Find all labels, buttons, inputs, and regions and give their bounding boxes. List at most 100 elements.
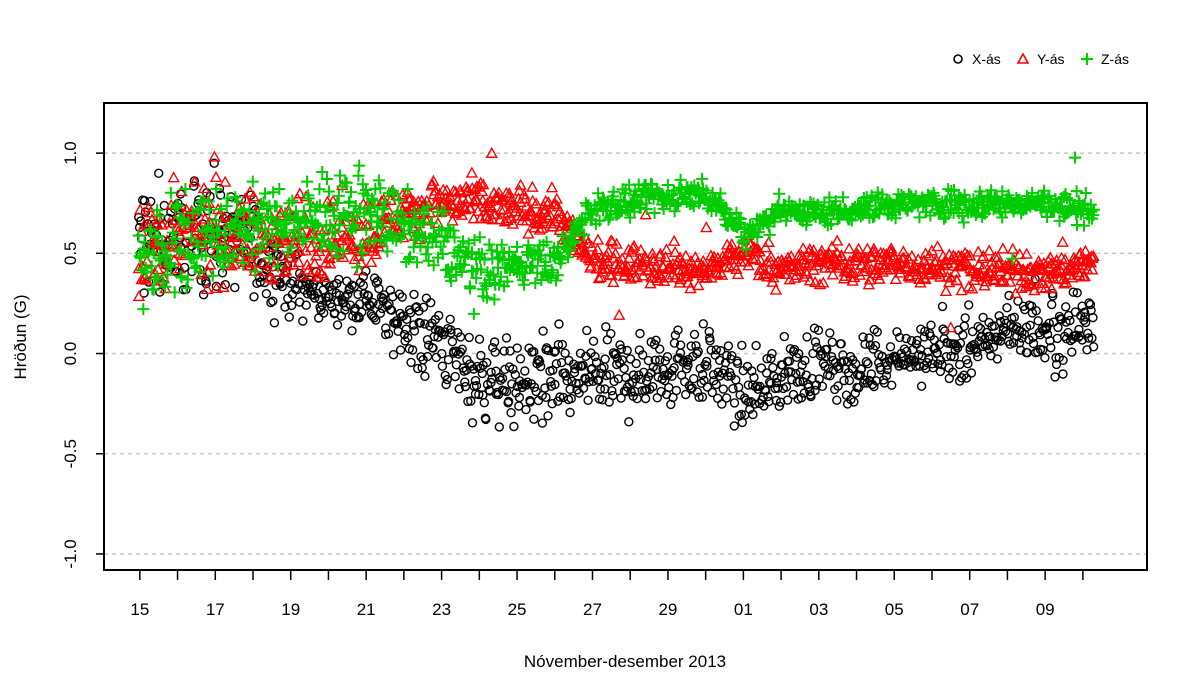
point-x-as bbox=[648, 382, 658, 392]
point-x-as bbox=[540, 383, 550, 393]
point-y-as bbox=[669, 271, 682, 283]
point-x-as bbox=[384, 299, 394, 309]
point-z-as bbox=[236, 242, 249, 255]
point-y-as bbox=[939, 284, 953, 297]
point-x-as bbox=[638, 350, 648, 360]
point-x-as bbox=[550, 379, 560, 390]
point-y-as bbox=[257, 257, 270, 269]
point-x-as bbox=[571, 378, 581, 389]
point-x-as bbox=[403, 333, 413, 343]
point-y-as bbox=[133, 203, 147, 215]
point-z-as bbox=[151, 204, 164, 217]
point-x-as bbox=[576, 361, 587, 371]
point-x-as bbox=[555, 392, 565, 402]
point-x-as bbox=[901, 333, 911, 344]
point-x-as bbox=[615, 340, 625, 350]
point-x-as bbox=[721, 393, 732, 403]
point-x-as bbox=[772, 373, 782, 383]
point-x-as bbox=[735, 390, 745, 400]
point-z-as bbox=[332, 189, 345, 202]
point-y-as bbox=[853, 268, 867, 280]
point-z-as bbox=[447, 224, 460, 237]
point-x-as bbox=[565, 407, 575, 418]
point-y-as bbox=[274, 206, 288, 218]
point-x-as bbox=[766, 353, 776, 364]
point-z-as bbox=[913, 211, 926, 224]
point-z-as bbox=[159, 280, 172, 293]
point-z-as bbox=[333, 169, 346, 182]
point-x-as bbox=[482, 357, 492, 368]
point-y-as bbox=[873, 272, 886, 284]
x-tick-label: 05 bbox=[885, 600, 904, 619]
point-z-as bbox=[378, 196, 391, 209]
point-z-as bbox=[322, 185, 335, 198]
point-y-as bbox=[208, 150, 221, 162]
point-x-as bbox=[543, 411, 553, 421]
point-z-as bbox=[347, 219, 360, 232]
point-x-as bbox=[437, 349, 447, 359]
point-z-as bbox=[630, 188, 643, 201]
point-z-as bbox=[354, 239, 367, 252]
point-z-as bbox=[313, 199, 326, 212]
point-y-as bbox=[808, 275, 822, 288]
point-y-as bbox=[649, 261, 662, 273]
point-z-as bbox=[868, 210, 881, 223]
point-x-as bbox=[290, 284, 301, 294]
point-x-as bbox=[737, 340, 747, 350]
point-y-as bbox=[171, 220, 184, 232]
point-y-as bbox=[447, 184, 460, 196]
point-z-as bbox=[330, 242, 343, 255]
point-y-as bbox=[503, 187, 516, 199]
point-z-as bbox=[192, 240, 205, 253]
point-x-as bbox=[467, 418, 478, 428]
point-y-as bbox=[462, 183, 475, 195]
point-x-as bbox=[1009, 312, 1019, 322]
point-y-as bbox=[545, 181, 559, 193]
point-z-as bbox=[169, 232, 182, 245]
point-z-as bbox=[1049, 193, 1062, 206]
point-x-as bbox=[196, 275, 207, 286]
point-x-as bbox=[950, 345, 960, 355]
point-y-as bbox=[813, 278, 827, 290]
point-x-as bbox=[538, 326, 548, 336]
point-z-as bbox=[924, 209, 937, 222]
point-y-as bbox=[931, 240, 944, 252]
point-x-as bbox=[153, 168, 164, 179]
point-x-as bbox=[773, 383, 783, 393]
point-y-as bbox=[535, 221, 549, 233]
point-x-as bbox=[785, 344, 796, 354]
point-y-as bbox=[461, 192, 475, 204]
point-z-as bbox=[170, 198, 183, 211]
point-y-as bbox=[151, 263, 165, 275]
point-y-as bbox=[754, 253, 767, 266]
point-z-as bbox=[484, 269, 497, 282]
point-x-as bbox=[378, 293, 388, 304]
point-z-as bbox=[734, 213, 747, 226]
point-y-as bbox=[762, 235, 775, 247]
point-z-as bbox=[206, 269, 219, 282]
point-x-as bbox=[973, 352, 983, 362]
point-z-as bbox=[323, 238, 336, 251]
point-x-as bbox=[407, 345, 418, 355]
point-z-as bbox=[442, 222, 455, 235]
point-z-as bbox=[166, 226, 179, 239]
point-x-as bbox=[948, 367, 958, 377]
point-x-as bbox=[1001, 318, 1011, 328]
point-x-as bbox=[379, 290, 389, 300]
point-x-as bbox=[284, 312, 294, 322]
point-y-as bbox=[697, 259, 710, 272]
point-x-as bbox=[727, 351, 737, 361]
point-x-as bbox=[834, 363, 844, 374]
point-y-as bbox=[299, 244, 312, 256]
point-x-as bbox=[428, 343, 438, 353]
point-z-as bbox=[147, 283, 160, 296]
point-z-as bbox=[524, 261, 537, 274]
point-z-as bbox=[550, 274, 563, 287]
point-y-as bbox=[1057, 277, 1071, 289]
x-tick-label: 01 bbox=[734, 600, 753, 619]
point-z-as bbox=[256, 214, 269, 227]
point-x-as bbox=[1041, 323, 1052, 333]
point-x-as bbox=[460, 377, 470, 387]
point-z-as bbox=[374, 182, 387, 195]
point-z-as bbox=[648, 207, 661, 220]
